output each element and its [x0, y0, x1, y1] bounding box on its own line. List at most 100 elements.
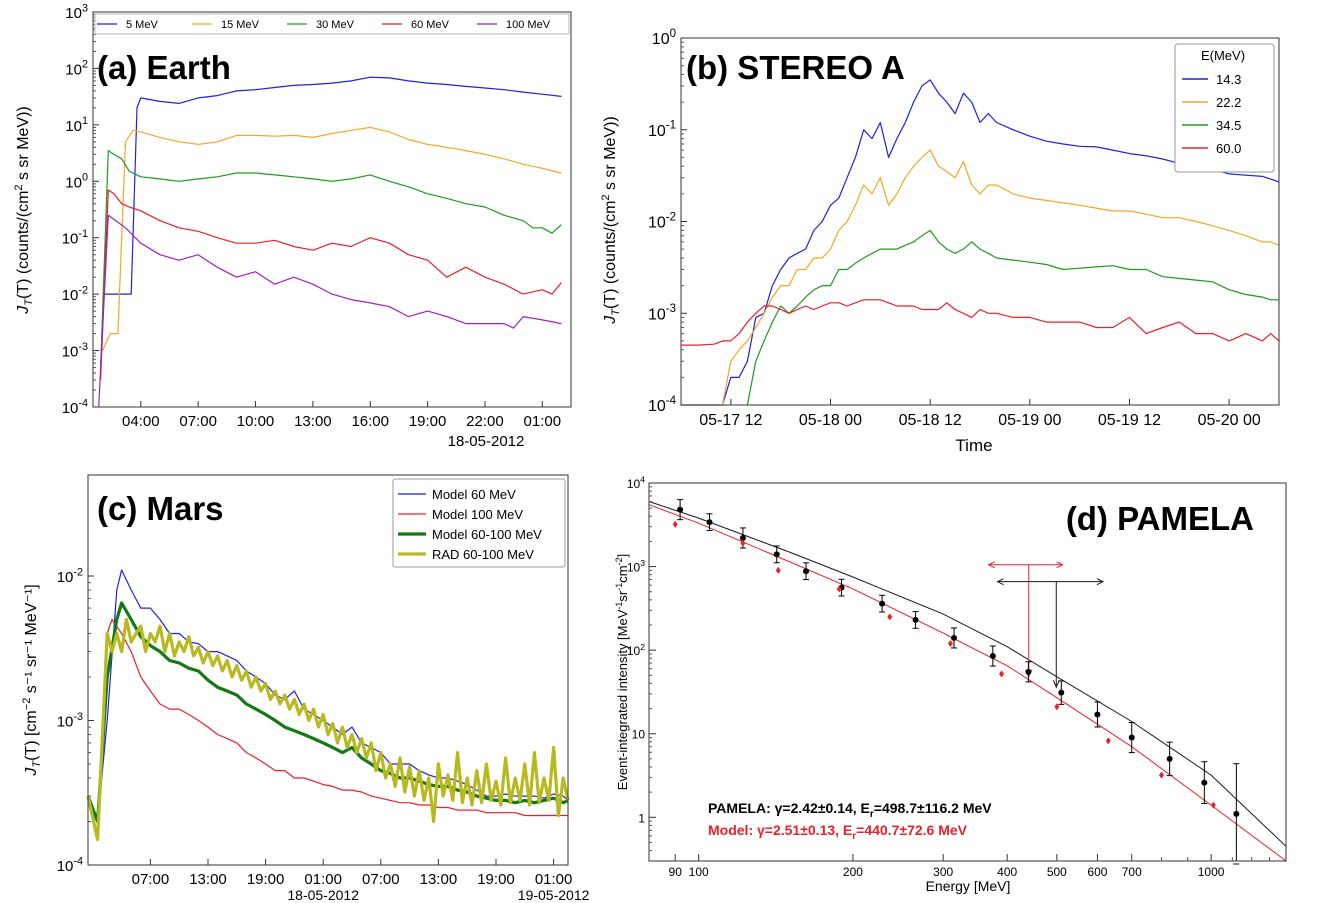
panel-d-title: (d) PAMELA: [1066, 500, 1254, 537]
model-point: [1210, 801, 1216, 809]
pamela-point: [1128, 734, 1135, 741]
series-line-100-mev: [98, 214, 562, 408]
xtick-label: 01:00: [524, 413, 562, 430]
panel-a-ylabel: JT(T) (counts/(cm2 s sr MeV)): [13, 106, 35, 315]
panel-d-ylabel: Event-integrated intensity [MeV-1sr-1cm-…: [614, 554, 630, 791]
ytick-label: 10-2: [57, 566, 83, 586]
panel-c-ylabel: JT(T) [cm−2 s⁻¹ sr⁻¹ MeV⁻¹]: [21, 584, 43, 776]
xtick-label: 01:00: [304, 871, 342, 888]
ytick-label: 1: [638, 811, 645, 825]
xtick-label: 600: [1087, 865, 1107, 879]
panel-b-ylabel: JT(T) (counts/(cm2 s sr MeV)): [600, 116, 622, 325]
pamela-point: [1166, 755, 1173, 762]
xtick-label: 13:00: [189, 871, 227, 888]
legend-label: 100 MeV: [506, 19, 551, 31]
xtick-label: 05-19 12: [1098, 412, 1161, 429]
panel-a-frame: [92, 11, 572, 408]
xtick-label: 200: [843, 865, 863, 879]
ytick-label: 10-3: [57, 711, 83, 731]
panel-c-title: (c) Mars: [97, 490, 224, 527]
model-point: [1105, 737, 1111, 745]
xtick-label: 13:00: [294, 413, 332, 430]
pamela-arrow-left-head: [996, 578, 1004, 586]
pamela-point: [879, 600, 886, 607]
xtick-label: 19:00: [409, 413, 447, 430]
ytick-label: 10-1: [648, 120, 676, 140]
legend-frame: [392, 478, 566, 568]
legend-label: 30 MeV: [316, 19, 355, 31]
pamela-arrow-down-head: [1052, 680, 1060, 689]
pamela-point: [1201, 779, 1208, 786]
model-point: [740, 539, 746, 547]
xtick-label: 700: [1122, 865, 1142, 879]
legend-label: Model 100 MeV: [432, 507, 523, 522]
pamela-point: [739, 534, 746, 541]
xtick-label: 05-17 12: [699, 412, 762, 429]
legend-label: 34.5: [1216, 118, 1241, 133]
ytick-label: 10-2: [62, 284, 88, 304]
ytick-label: 10-1: [62, 228, 88, 248]
pamela-point: [1094, 711, 1101, 718]
ytick-label: 101: [65, 115, 88, 135]
model-arrow-right-head: [1056, 561, 1064, 569]
model-point: [672, 520, 678, 528]
panel-d-xlabel: Energy [MeV]: [926, 878, 1011, 894]
legend-label: 5 MeV: [126, 19, 158, 31]
ytick-label: 10-4: [648, 395, 677, 415]
series-line-model-100-mev: [87, 618, 568, 823]
series-line-5-mev: [102, 76, 562, 295]
panel-b-xlabel: Time: [955, 436, 992, 455]
pamela-point: [1233, 810, 1240, 817]
pamela-point: [773, 551, 780, 558]
xtick-label: 05-19 00: [998, 412, 1061, 429]
model-point: [947, 640, 953, 648]
ytick-label: 100: [65, 172, 88, 192]
model-point: [775, 566, 781, 574]
pamela-point: [1025, 668, 1032, 675]
series-line-14-3: [681, 79, 1280, 406]
xtick-label: 400: [997, 865, 1017, 879]
legend-label: Model 60 MeV: [432, 487, 516, 502]
xtick-label: 19:00: [477, 871, 515, 888]
panel-d-pamela: 1 10 102 103 104 90 100 200 300 400 500 600 700 1000…: [614, 475, 1287, 894]
ytick-label: 102: [627, 642, 645, 658]
panel-a-legend: 5 MeV 15 MeV 30 MeV 60 MeV 100 MeV: [94, 13, 570, 35]
panel-a-title: (a) Earth: [97, 49, 231, 86]
xtick-label: 19:00: [247, 871, 285, 888]
series-line-30-mev: [100, 150, 562, 368]
panel-b-legend: E(MeV) 14.3 22.2 34.5 60.0: [1174, 43, 1275, 173]
panel-d-model-annotation: Model: γ=2.51±0.13, Er=440.7±72.6 MeV: [708, 822, 968, 842]
xtick-label: 500: [1047, 865, 1067, 879]
pamela-arrow-right-head: [1096, 578, 1105, 586]
ytick-label: 100: [652, 28, 676, 48]
pamela-fit-line: [648, 501, 1287, 847]
xtick-label: 05-18 00: [799, 412, 862, 429]
pamela-point: [989, 653, 996, 660]
xtick-label: 13:00: [420, 871, 458, 888]
legend-label: 15 MeV: [221, 19, 260, 31]
xtick-label: 07:00: [179, 413, 217, 430]
model-arrow-left-head: [987, 561, 995, 569]
ytick-label: 102: [65, 59, 88, 79]
legend-label: Model 60-100 MeV: [432, 527, 542, 542]
date-label: 19-05-2012: [518, 887, 590, 903]
pamela-point: [912, 616, 919, 623]
xtick-label: 10:00: [237, 413, 275, 430]
xtick-label: 100: [689, 865, 709, 879]
ytick-label: 104: [627, 475, 645, 491]
legend-label: 14.3: [1216, 72, 1241, 87]
panel-a-date-label: 18-05-2012: [448, 433, 525, 450]
ytick-label: 10: [632, 728, 646, 742]
model-point: [1054, 703, 1060, 711]
ytick-label: 10-3: [62, 341, 88, 361]
ytick-label: 103: [627, 558, 645, 574]
model-point: [999, 670, 1005, 678]
panel-c-legend: Model 60 MeV Model 100 MeV Model 60-100 Me…: [392, 478, 566, 568]
xtick-label: 05-18 12: [899, 412, 962, 429]
series-line-60-mev: [100, 189, 562, 381]
xtick-label: 05-20 00: [1198, 412, 1261, 429]
date-label: 18-05-2012: [287, 887, 359, 903]
series-line-60-0: [681, 299, 1280, 346]
ytick-label: 10-4: [57, 855, 83, 875]
